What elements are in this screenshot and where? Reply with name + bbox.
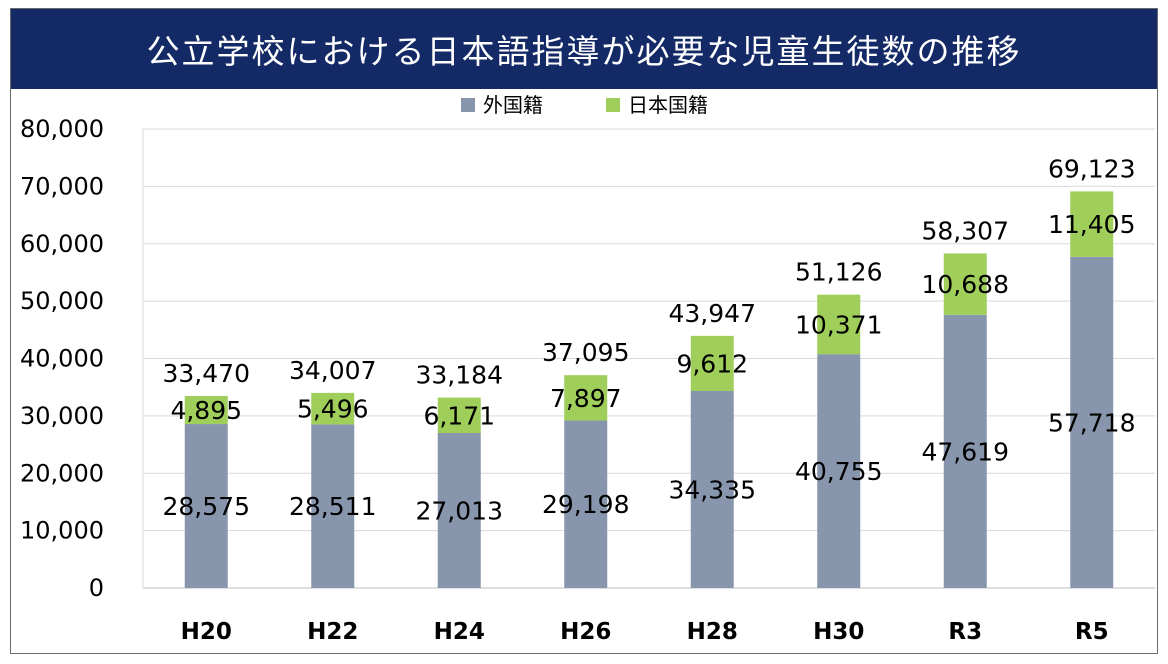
data-label-total: 43,947	[669, 299, 756, 328]
legend-label-japanese: 日本国籍	[628, 93, 708, 117]
y-tick-label: 10,000	[20, 517, 104, 545]
bar-foreign	[817, 354, 861, 588]
data-label-foreign: 29,198	[542, 490, 629, 519]
y-tick-label: 80,000	[20, 115, 104, 143]
legend-swatch-japanese	[606, 98, 620, 112]
bar-foreign	[943, 314, 987, 588]
bar-japanese	[943, 253, 987, 315]
data-label-japanese: 4,895	[170, 396, 242, 425]
title-bar: 公立学校における日本語指導が必要な児童生徒数の推移	[11, 9, 1157, 89]
data-label-total: 33,470	[163, 359, 250, 388]
x-tick-label: R3	[948, 619, 982, 645]
bar-foreign	[564, 420, 608, 588]
bar-japanese	[690, 335, 734, 392]
x-tick-label: H22	[307, 619, 358, 645]
data-label-foreign: 47,619	[922, 437, 1009, 466]
data-label-japanese: 11,405	[1048, 210, 1135, 239]
data-label-foreign: 28,511	[289, 492, 376, 521]
legend-label-foreign: 外国籍	[483, 93, 543, 117]
y-tick-label: 40,000	[20, 345, 104, 373]
bar-japanese	[1070, 191, 1114, 257]
data-label-japanese: 10,371	[795, 310, 882, 339]
y-tick-label: 50,000	[20, 287, 104, 315]
x-tick-label: H24	[434, 619, 485, 645]
bar-foreign	[437, 433, 481, 588]
data-label-japanese: 9,612	[676, 349, 748, 378]
bar-foreign	[690, 391, 734, 588]
bar-foreign	[311, 424, 355, 588]
data-label-total: 51,126	[795, 258, 882, 287]
y-tick-label: 0	[89, 574, 104, 602]
bar-japanese	[437, 397, 481, 434]
data-label-foreign: 40,755	[795, 457, 882, 486]
data-label-total: 34,007	[289, 356, 376, 385]
x-tick-label: H20	[181, 619, 232, 645]
data-label-total: 37,095	[542, 338, 629, 367]
x-tick-label: R5	[1075, 619, 1109, 645]
y-tick-label: 70,000	[20, 172, 104, 200]
data-label-foreign: 34,335	[669, 476, 756, 505]
bar-foreign	[184, 424, 228, 588]
bar-japanese	[184, 395, 228, 425]
data-label-japanese: 7,897	[550, 384, 622, 413]
bar-japanese	[817, 294, 861, 355]
data-label-foreign: 28,575	[163, 492, 250, 521]
bar-foreign	[1070, 256, 1114, 588]
bar-japanese	[311, 392, 355, 425]
bar-japanese	[564, 375, 608, 421]
legend-swatch-foreign	[461, 98, 475, 112]
data-label-foreign: 27,013	[416, 497, 503, 526]
data-label-total: 69,123	[1048, 154, 1135, 183]
data-label-japanese: 6,171	[423, 401, 495, 430]
chart-title: 公立学校における日本語指導が必要な児童生徒数の推移	[146, 32, 1022, 71]
data-label-total: 58,307	[922, 216, 1009, 245]
x-tick-label: H28	[687, 619, 738, 645]
y-tick-label: 60,000	[20, 230, 104, 258]
y-tick-label: 30,000	[20, 402, 104, 430]
x-tick-label: H30	[813, 619, 864, 645]
x-tick-label: H26	[560, 619, 611, 645]
data-label-foreign: 57,718	[1048, 408, 1135, 437]
y-tick-label: 20,000	[20, 459, 104, 487]
data-label-japanese: 5,496	[297, 395, 369, 424]
data-label-total: 33,184	[416, 361, 503, 390]
data-label-japanese: 10,688	[922, 270, 1009, 299]
